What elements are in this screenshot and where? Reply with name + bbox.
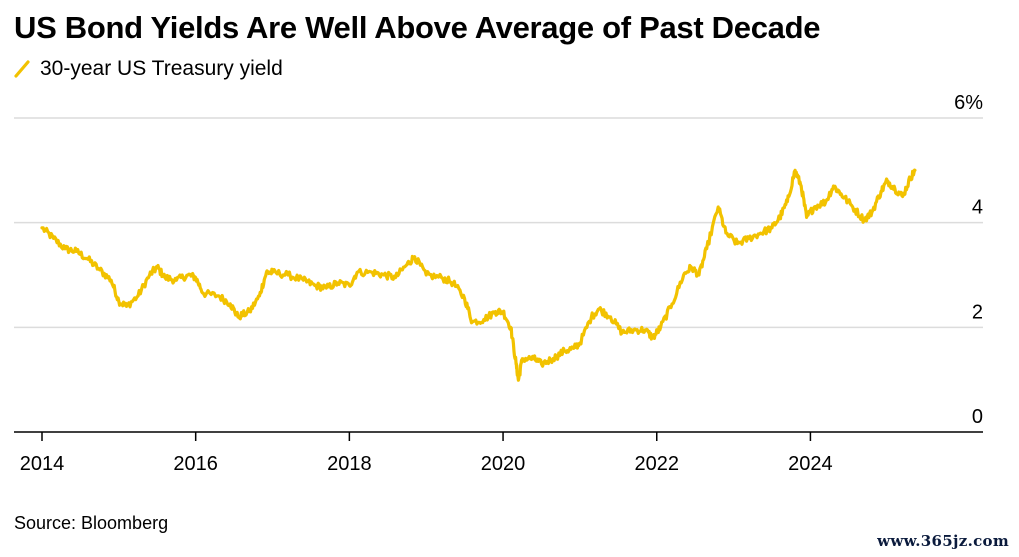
x-tick-label: 2016 — [173, 453, 218, 475]
watermark: www.365jz.com — [877, 532, 1009, 550]
chart-title: US Bond Yields Are Well Above Average of… — [14, 10, 821, 45]
x-tick-label: 2018 — [327, 453, 372, 475]
y-tick-label: 6% — [954, 92, 983, 114]
x-tick-label: 2020 — [481, 453, 526, 475]
x-tick-label: 2014 — [20, 453, 65, 475]
x-tick-label: 2022 — [634, 453, 679, 475]
legend: 30-year US Treasury yield — [14, 57, 283, 81]
y-tick-label: 2 — [972, 301, 983, 323]
source-note: Source: Bloomberg — [14, 513, 169, 533]
x-tick-label: 2024 — [788, 453, 833, 475]
y-tick-label: 4 — [972, 197, 983, 219]
y-tick-label: 0 — [972, 406, 983, 428]
legend-line-swatch-icon — [14, 60, 30, 78]
series-line-30yr-treasury — [40, 168, 917, 382]
line-chart: 0 2 4 6% 2014 2016 2018 2020 2022 2024 — [14, 92, 983, 475]
legend-label: 30-year US Treasury yield — [40, 57, 283, 80]
